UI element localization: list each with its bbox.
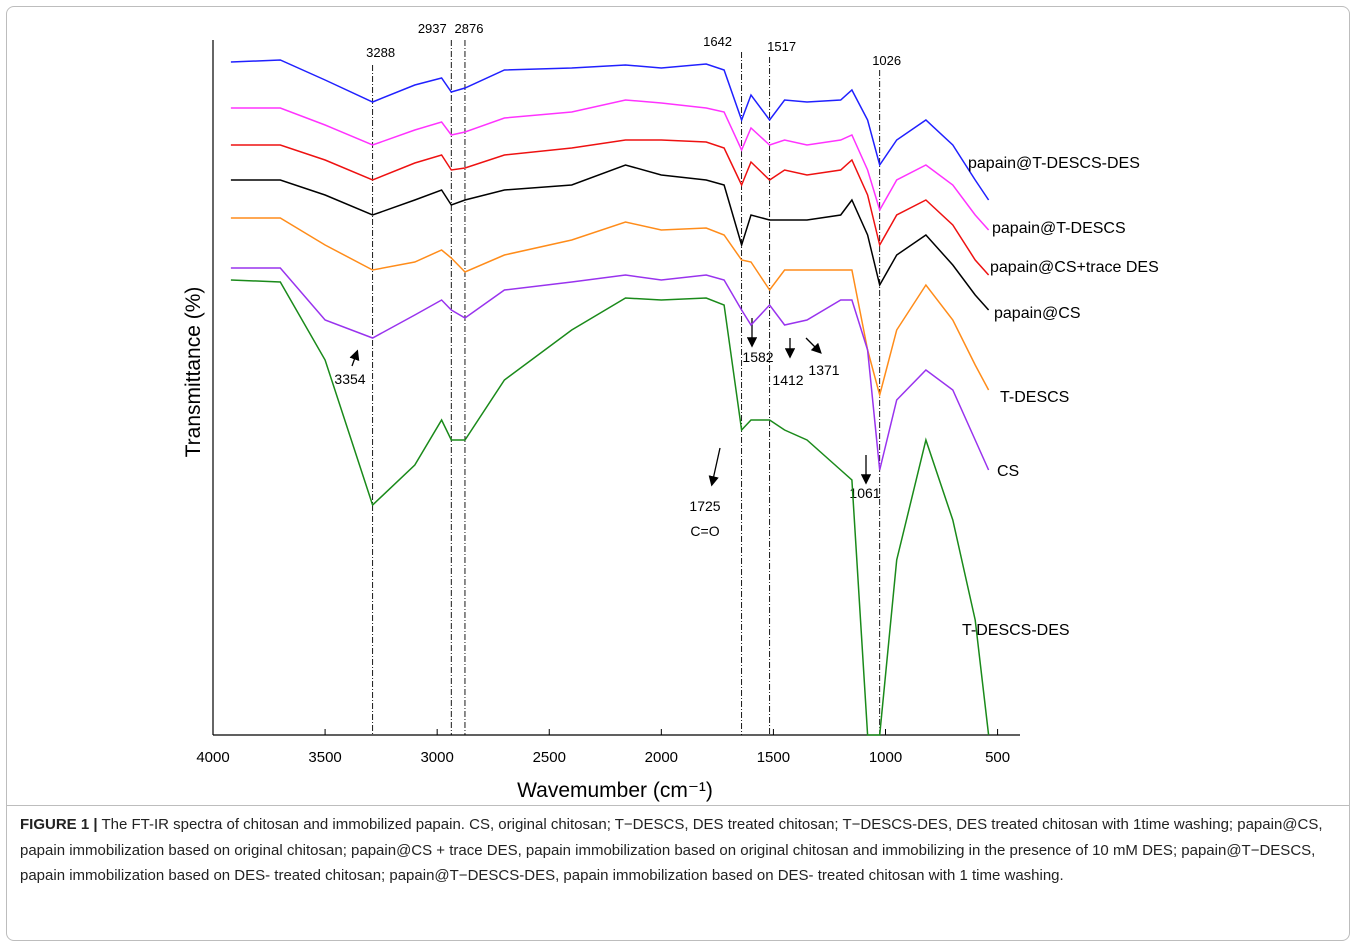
reference-label: 1517 (767, 39, 796, 54)
chart: Transmittance (%) Wavemumber (cm⁻¹) 3354… (182, 21, 1159, 802)
separator (6, 805, 1350, 806)
x-tick-label: 4000 (196, 749, 229, 766)
arrow (805, 337, 822, 354)
annotation: 3354 (334, 371, 365, 387)
arrow (349, 349, 360, 367)
series-label: CS (997, 463, 1019, 480)
spectrum-line (230, 139, 990, 276)
x-tick-label: 2500 (533, 749, 566, 766)
spectrum-line (230, 164, 990, 311)
series-label: T-DESCS (1000, 389, 1069, 406)
annotation: C=O (690, 523, 719, 539)
annotation: 1371 (808, 362, 839, 378)
annotation: 1412 (772, 372, 803, 388)
spectrum-line (230, 217, 990, 398)
annotation: 1061 (849, 485, 880, 501)
x-axis-label: Wavemumber (cm⁻¹) (517, 779, 713, 802)
caption: FIGURE 1 | The FT-IR spectra of chitosan… (20, 812, 1340, 889)
series-label: T-DESCS-DES (962, 622, 1070, 639)
reference-label: 2937 (418, 21, 447, 36)
reference-label: 1642 (703, 34, 732, 49)
spectrum-line (230, 267, 990, 471)
x-tick-label: 1500 (757, 749, 790, 766)
series-label: papain@T-DESCS-DES (968, 155, 1140, 172)
figure-frame (6, 6, 1350, 941)
series-label: papain@CS (994, 305, 1081, 322)
series-label: papain@CS+trace DES (990, 259, 1159, 276)
caption-label: FIGURE 1 | (20, 816, 98, 833)
reference-label: 3288 (366, 45, 395, 60)
spectrum-line (230, 99, 990, 231)
spectrum-line (230, 59, 990, 201)
spectrum-line (230, 279, 990, 736)
reference-label: 2876 (455, 21, 484, 36)
reference-label: 1026 (872, 53, 901, 68)
caption-text: The FT-IR spectra of chitosan and immobi… (20, 816, 1323, 884)
x-tick-label: 1000 (869, 749, 902, 766)
y-axis-label: Transmittance (%) (182, 287, 205, 458)
x-tick-label: 3000 (420, 749, 453, 766)
x-tick-label: 3500 (308, 749, 341, 766)
annotation: 1725 (689, 498, 720, 514)
arrow (708, 447, 721, 487)
x-tick-label: 2000 (645, 749, 678, 766)
series-label: papain@T-DESCS (992, 220, 1126, 237)
annotation: 1582 (742, 349, 773, 365)
x-tick-label: 500 (985, 749, 1010, 766)
